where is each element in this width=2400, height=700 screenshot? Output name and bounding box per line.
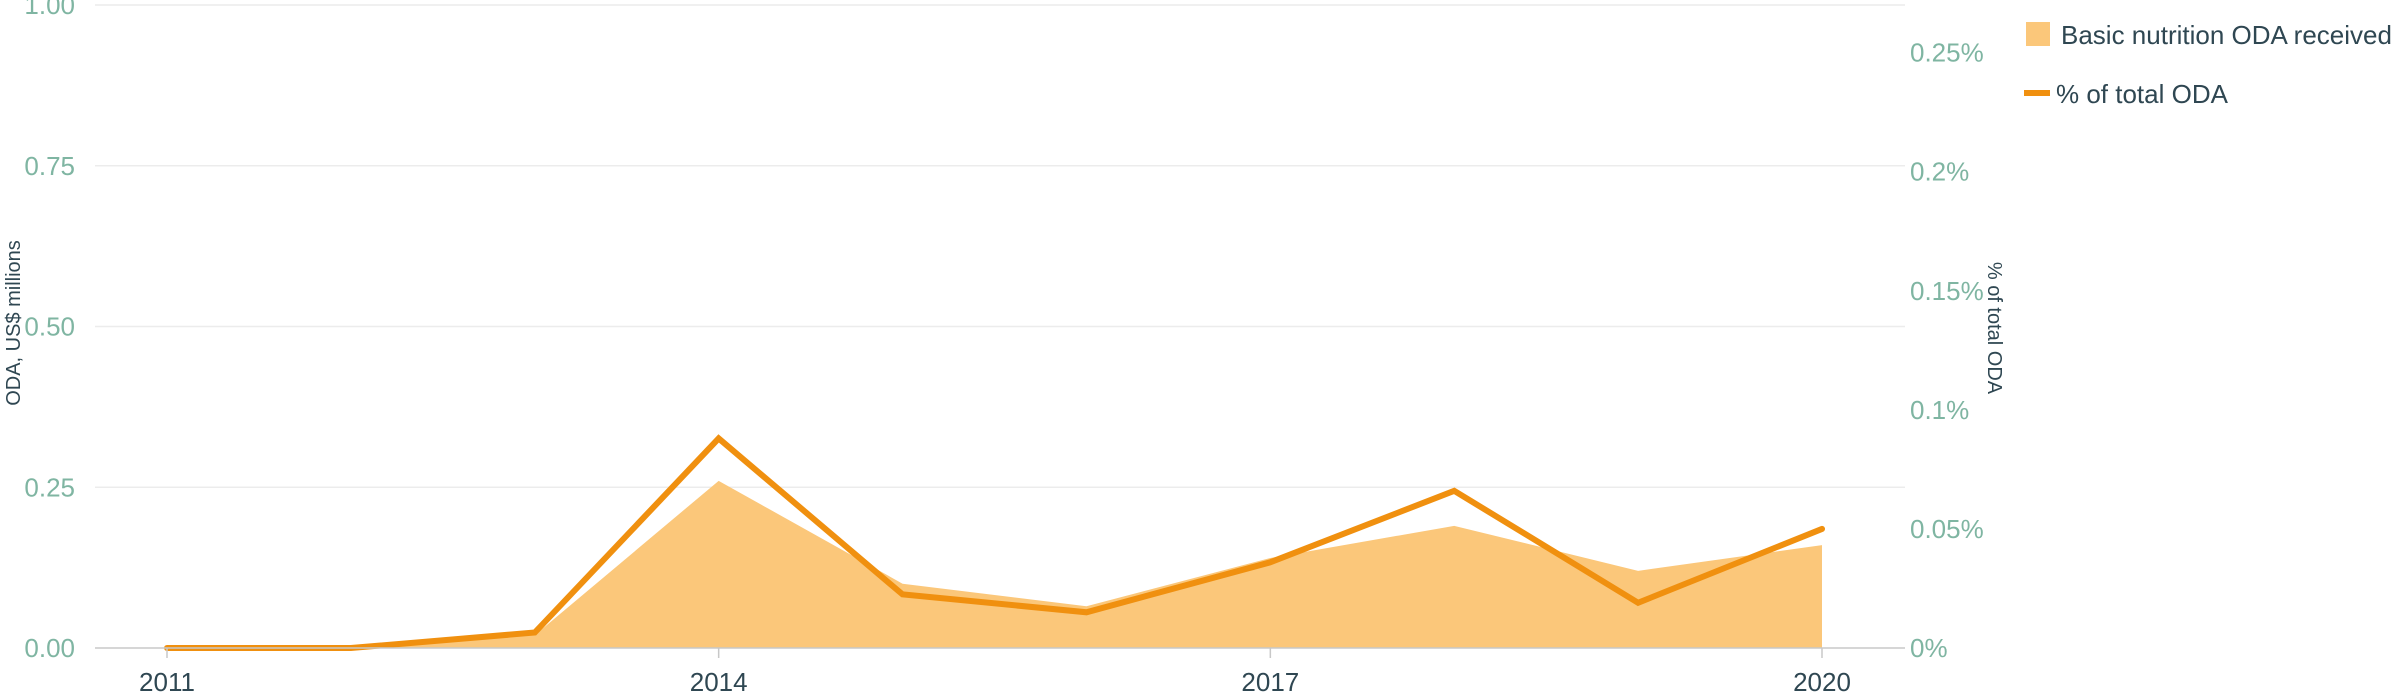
gridlines [95,4,1905,488]
legend-swatch-line [2024,90,2050,96]
right-axis-tick-label: 0.1% [1910,395,1969,425]
legend: Basic nutrition ODA received % of total … [2024,20,2392,109]
right-axis-tick-label: 0.25% [1910,38,1984,68]
line-series [164,434,1825,651]
right-axis-tick-label: 0.05% [1910,514,1984,544]
axes: 0.00 0.25 0.50 0.75 1.00 0% 0.05% 0.1% 0.15% 0.2%… [24,0,1983,697]
right-axis-title: % of total ODA [1983,262,2005,395]
left-axis-title: ODA, US$ millions [3,240,25,406]
legend-swatch-area [2026,22,2050,46]
left-axis-tick-label: 0.50 [24,312,75,342]
left-axis-tick-label: 0.25 [24,472,75,502]
area-basic-nutrition-oda [167,480,1822,648]
right-axis-tick-label: 0.15% [1910,276,1984,306]
x-axis-tick-label: 2014 [690,667,748,697]
legend-label-line: % of total ODA [2056,79,2229,109]
left-axis-tick-label: 1.00 [24,0,75,20]
x-axis-tick-label: 2011 [139,667,195,697]
x-axis-tick-label: 2017 [1241,667,1299,697]
left-axis-tick-label: 0.75 [24,151,75,181]
legend-label-area: Basic nutrition ODA received [2061,20,2392,50]
area-series [167,480,1822,648]
right-axis-tick-label: 0.2% [1910,157,1969,187]
x-axis-tick-label: 2020 [1793,667,1851,697]
left-axis-tick-label: 0.00 [24,633,75,663]
right-axis-tick-label: 0% [1910,633,1948,663]
line-percent-total-oda [164,434,1825,651]
